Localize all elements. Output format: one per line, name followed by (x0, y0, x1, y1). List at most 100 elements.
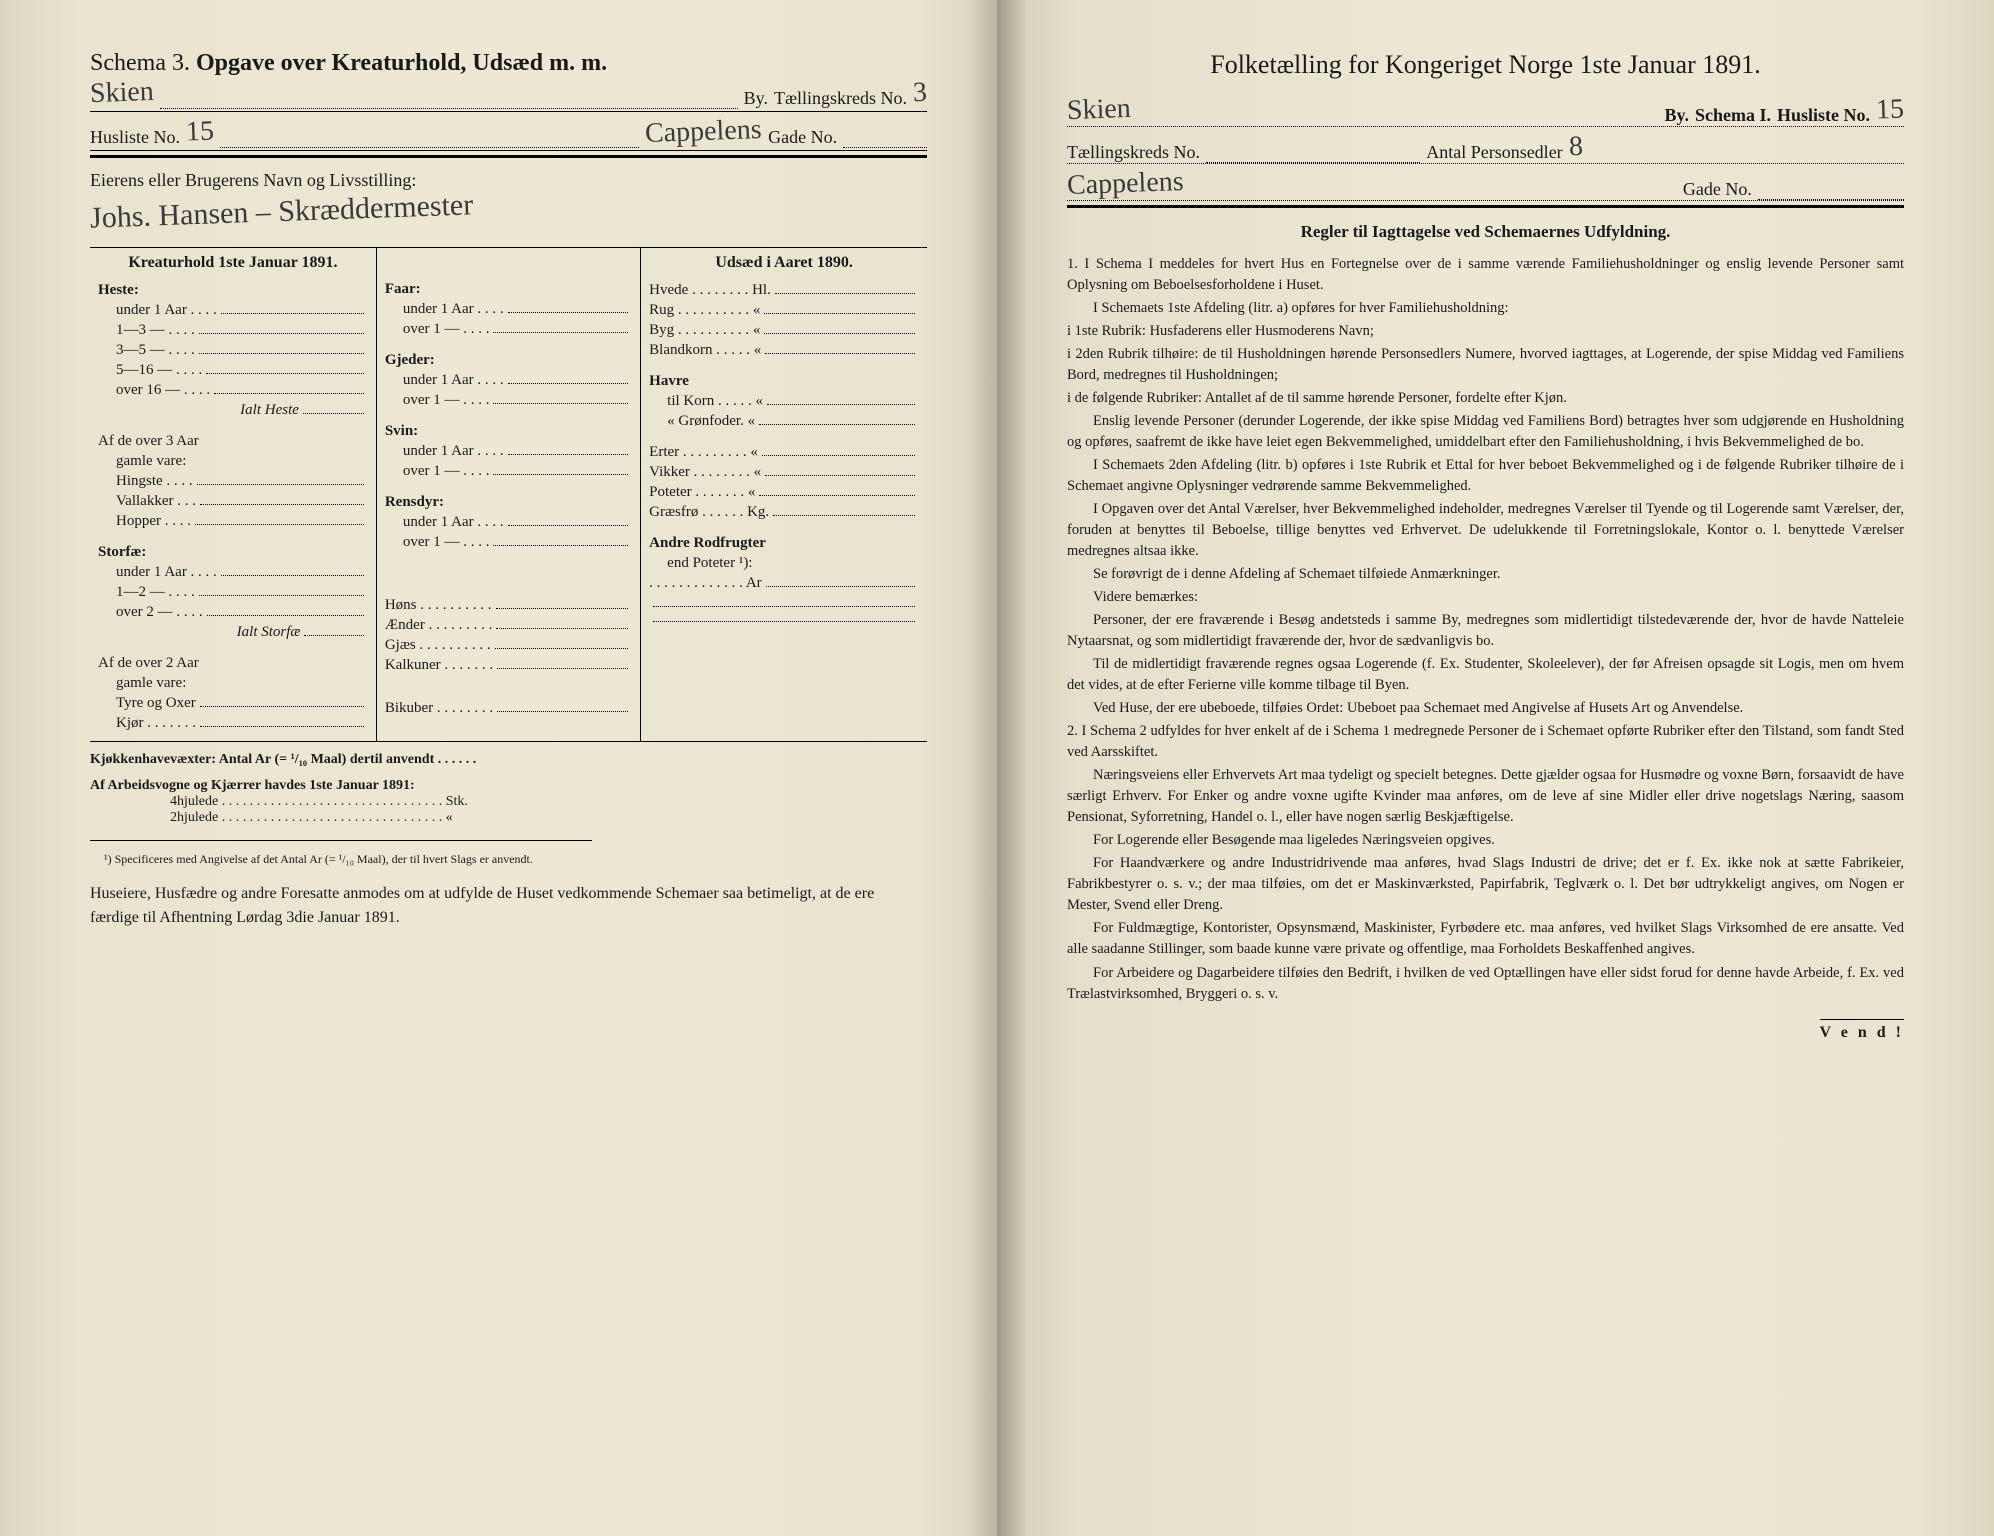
tyre: Tyre og Oxer (98, 695, 368, 712)
arbeid-2: 2hjulede . . . . . . . . . . . . . . . .… (90, 810, 927, 826)
hons: Høns . . . . . . . . . . (385, 597, 632, 614)
gjeder-title: Gjeder: (385, 352, 632, 369)
regler-title: Regler til Iagttagelse ved Schemaernes U… (1067, 222, 1904, 242)
kjokken-text: Kjøkkenhavevæxter: Antal Ar (= ¹/₁₀ Maal… (90, 752, 476, 767)
rule-paragraph: For Logerende eller Besøgende maa ligele… (1067, 830, 1904, 851)
col1-head: Kreaturhold 1ste Januar 1891. (98, 254, 368, 276)
ar: . . . . . . . . . . . . . Ar (649, 575, 919, 592)
tilkorn: til Korn . . . . . « (649, 393, 919, 410)
rule-paragraph: 2. I Schema 2 udfyldes for hver enkelt a… (1067, 721, 1904, 763)
heste-13: 1—3 — . . . . (98, 322, 368, 339)
rule-paragraph: I Schemaets 1ste Afdeling (litr. a) opfø… (1067, 298, 1904, 319)
rules-body: 1. I Schema I meddeles for hvert Hus en … (1067, 254, 1904, 1005)
arbeid-label: Af Arbeidsvogne og Kjærrer havdes 1ste J… (90, 778, 927, 794)
rule-paragraph: Til de midlertidigt fraværende regnes og… (1067, 654, 1904, 696)
poteter: Poteter . . . . . . . « (649, 484, 919, 501)
end-poteter: end Poteter ¹): (649, 555, 919, 572)
gjaes: Gjæs . . . . . . . . . . (385, 637, 632, 654)
hvede: Hvede . . . . . . . . Hl. (649, 282, 919, 299)
vend-label: V e n d ! (1820, 1019, 1905, 1042)
right-line3: Cappelens Gade No. (1067, 168, 1904, 201)
rule-paragraph: For Haandværkere og andre Industridriven… (1067, 853, 1904, 916)
storfae-12: 1—2 — . . . . (98, 584, 368, 601)
kjor: Kjør . . . . . . . (98, 715, 368, 732)
by-line: Skien By. Tællingskreds No. 3 (90, 77, 927, 112)
ialt-heste: Ialt Heste (98, 402, 368, 419)
rule-paragraph: Personer, der ere fraværende i Besøg and… (1067, 610, 1904, 652)
city-hand: Skien (1066, 93, 1131, 127)
graesfro: Græsfrø . . . . . . Kg. (649, 504, 919, 521)
dotted-fill (220, 147, 639, 148)
rule-paragraph: 1. I Schema I meddeles for hvert Hus en … (1067, 254, 1904, 296)
kreds-handwritten: 3 (912, 77, 927, 109)
schema-title-row: Schema 3. Opgave over Kreaturhold, Udsæd… (90, 50, 927, 77)
rule-paragraph: i 1ste Rubrik: Husfaderens eller Husmode… (1067, 321, 1904, 342)
andre: Andre Rodfrugter (649, 535, 919, 552)
schema-number: 3. (172, 50, 190, 76)
heste-af: Af de over 3 Aar (98, 433, 368, 450)
husliste-label: Husliste No. (90, 127, 180, 148)
gjeder-u1: under 1 Aar . . . . (385, 372, 632, 389)
schema-title: Opgave over Kreaturhold, Udsæd m. m. (196, 50, 607, 76)
rule-paragraph: Ved Huse, der ere ubeboede, tilføies Ord… (1067, 698, 1904, 719)
heste-title: Heste: (98, 282, 368, 299)
schema-table: Kreaturhold 1ste Januar 1891. Heste: und… (90, 247, 927, 742)
rule-paragraph: Enslig levende Personer (derunder Logere… (1067, 411, 1904, 453)
husliste-hand: 15 (1875, 94, 1904, 127)
rensdyr-u1: under 1 Aar . . . . (385, 514, 632, 531)
storfae-o2: over 2 — . . . . (98, 604, 368, 621)
gronfoder: « Grønfoder. « (649, 413, 919, 430)
rule-paragraph: I Opgaven over det Antal Værelser, hver … (1067, 499, 1904, 562)
gade-label: Gade No. (768, 127, 837, 148)
faar-o1: over 1 — . . . . (385, 321, 632, 338)
rule-paragraph: For Arbeidere og Dagarbeidere tilføies d… (1067, 963, 1904, 1005)
heste-u1: under 1 Aar . . . . (98, 302, 368, 319)
rule-paragraph: i de følgende Rubriker: Antallet af de t… (1067, 388, 1904, 409)
rule-paragraph: I Schemaets 2den Afdeling (litr. b) opfø… (1067, 455, 1904, 497)
rug: Rug . . . . . . . . . . « (649, 302, 919, 319)
gjeder-o1: over 1 — . . . . (385, 392, 632, 409)
byg: Byg . . . . . . . . . . « (649, 322, 919, 339)
left-header: Schema 3. Opgave over Kreaturhold, Udsæd… (90, 50, 927, 233)
arbeidsvogne: Af Arbeidsvogne og Kjærrer havdes 1ste J… (90, 778, 927, 826)
dotted-fill (843, 147, 927, 148)
heste-gamle: gamle vare: (98, 453, 368, 470)
bikuber: Bikuber . . . . . . . . (385, 700, 632, 717)
closing-note: Huseiere, Husfædre og andre Foresatte an… (90, 882, 927, 930)
rule-paragraph: For Fuldmægtige, Kontorister, Opsynsmænd… (1067, 918, 1904, 960)
antal-hand: 8 (1568, 131, 1583, 163)
faar-title: Faar: (385, 281, 632, 298)
husliste-no-hand: 15 (185, 116, 214, 149)
by-label: By. (744, 88, 768, 109)
thick-rule (1067, 205, 1904, 208)
census-title: Folketælling for Kongeriget Norge 1ste J… (1067, 50, 1904, 80)
rensdyr-o1: over 1 — . . . . (385, 534, 632, 551)
schema-label: Schema (90, 50, 166, 76)
owner-handwritten: Johs. Hansen – Skræddermester (90, 188, 474, 235)
col3-head: Udsæd i Aaret 1890. (649, 254, 919, 276)
kreds-label: Tællingskreds No. (774, 88, 907, 109)
schema-label: Schema I. (1695, 105, 1771, 126)
rule-paragraph: Næringsveiens eller Erhvervets Art maa t… (1067, 765, 1904, 828)
husliste-label: Husliste No. (1777, 105, 1870, 126)
document-spread: Schema 3. Opgave over Kreaturhold, Udsæd… (0, 0, 1994, 1536)
ialt-storfae: Ialt Storfæ (98, 624, 368, 641)
right-page: Folketælling for Kongeriget Norge 1ste J… (997, 0, 1994, 1536)
antal-label: Antal Personsedler (1426, 142, 1562, 163)
hingste: Hingste . . . . (98, 473, 368, 490)
left-page: Schema 3. Opgave over Kreaturhold, Udsæd… (0, 0, 997, 1536)
erter: Erter . . . . . . . . . « (649, 444, 919, 461)
storfae-u1: under 1 Aar . . . . (98, 564, 368, 581)
col-udsaed: Udsæd i Aaret 1890. Hvede . . . . . . . … (641, 248, 927, 741)
col-kreaturhold-2: Faar: under 1 Aar . . . . over 1 — . . .… (377, 248, 641, 741)
gade-label: Gade No. (1683, 179, 1752, 200)
storfae-gamle: gamle vare: (98, 675, 368, 692)
vikker: Vikker . . . . . . . . « (649, 464, 919, 481)
heste-35: 3—5 — . . . . (98, 342, 368, 359)
hopper: Hopper . . . . (98, 513, 368, 530)
vallakker: Vallakker . . . (98, 493, 368, 510)
husliste-line: Husliste No. 15 Cappelens Gade No. (90, 116, 927, 151)
svin-u1: under 1 Aar . . . . (385, 443, 632, 460)
thick-rule (90, 155, 927, 158)
city-handwritten: Skien (89, 76, 154, 110)
